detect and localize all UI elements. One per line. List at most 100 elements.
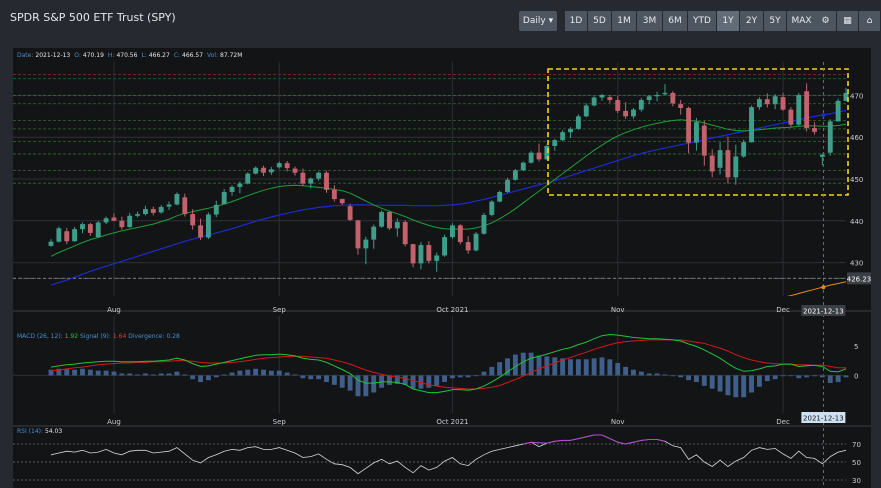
- candle-body: [182, 197, 188, 215]
- settings-button[interactable]: ⚙: [815, 11, 836, 31]
- range-6m-button[interactable]: 6M: [663, 11, 687, 31]
- candle: [331, 185, 337, 202]
- candle-body: [631, 109, 636, 117]
- macd-histogram-bar: [394, 375, 400, 384]
- candle: [607, 95, 613, 103]
- candle-body: [190, 214, 196, 226]
- range-3m-button[interactable]: 3M: [637, 11, 662, 31]
- range-5d-button[interactable]: 5D: [588, 11, 611, 31]
- candle-body: [733, 156, 739, 178]
- macd-histogram-bar: [536, 355, 542, 376]
- chart-area[interactable]: 430 440 450 460 470 426.23 Aug Sep Oct 2021 Nov De…: [13, 48, 871, 488]
- x-tick-label: Oct 2021: [436, 306, 468, 314]
- price-tick-label: 440: [850, 218, 863, 226]
- candle: [205, 212, 211, 240]
- candle: [95, 220, 101, 238]
- candle-body: [552, 140, 558, 146]
- macd-histogram-bar: [843, 375, 849, 378]
- macd-histogram-bar: [339, 375, 345, 388]
- candle-body: [505, 179, 510, 192]
- candle: [394, 218, 400, 237]
- macd-histogram-bar: [694, 375, 699, 383]
- range-2y-button[interactable]: 2Y: [740, 11, 763, 31]
- macd-histogram-bar: [741, 375, 747, 398]
- macd-histogram-bar: [670, 375, 676, 377]
- candle-body: [638, 100, 644, 110]
- legend-label: O:: [74, 52, 81, 59]
- range-1m-button[interactable]: 1M: [612, 11, 636, 31]
- candle-body: [780, 97, 786, 110]
- rsi-tick-label: 70: [852, 441, 861, 449]
- candle: [182, 193, 188, 217]
- candle: [536, 143, 542, 162]
- macd-histogram-bar: [198, 375, 203, 383]
- candle: [150, 206, 156, 216]
- macd-histogram-bar: [812, 375, 817, 377]
- macd-histogram-bar: [205, 375, 211, 381]
- interval-dropdown[interactable]: Daily ▾: [519, 11, 557, 31]
- macd-histogram-bar: [300, 375, 306, 379]
- legend-label: Vol:: [207, 52, 218, 59]
- candle-body: [143, 209, 148, 215]
- macd-histogram-bar: [253, 368, 259, 376]
- macd-histogram-bar: [560, 358, 566, 376]
- candle-body: [253, 167, 259, 174]
- macd-histogram-bar: [568, 359, 573, 376]
- macd-legend-item: MACD (26, 12):: [17, 333, 63, 340]
- candle-body: [623, 110, 629, 117]
- legend-label: L:: [141, 52, 146, 59]
- macd-histogram-bar: [95, 370, 101, 376]
- candle: [324, 170, 329, 193]
- macd-histogram-bar: [371, 375, 377, 393]
- range-ytd-button[interactable]: YTD: [688, 11, 716, 31]
- range-max-button[interactable]: MAX: [787, 11, 816, 31]
- price-tick-label: 430: [850, 260, 863, 268]
- candle: [402, 220, 408, 247]
- macd-histogram-bar: [804, 375, 810, 378]
- macd-histogram-bar: [261, 369, 266, 376]
- legend-label: H:: [108, 52, 115, 59]
- candle-body: [812, 128, 817, 132]
- macd-histogram-bar: [166, 373, 172, 376]
- macd-histogram-bar: [229, 372, 235, 376]
- candle-body: [64, 231, 70, 242]
- stock-chart[interactable]: 430 440 450 460 470 426.23 Aug Sep Oct 2021 Nov De…: [13, 48, 871, 488]
- candle-body: [756, 99, 762, 108]
- candle-body: [725, 150, 731, 178]
- candle: [363, 236, 369, 265]
- macd-histogram-bar: [552, 357, 558, 376]
- macd-x-tick-label: Dec: [776, 418, 790, 426]
- macd-histogram-bar: [481, 371, 487, 376]
- candle-body: [174, 194, 180, 205]
- calculator-button[interactable]: ▦: [837, 11, 858, 31]
- macd-histogram-bar: [701, 375, 707, 386]
- candle: [780, 92, 786, 111]
- legend-value: 2021-12-13: [35, 52, 70, 59]
- candle: [827, 119, 833, 156]
- candle: [623, 102, 629, 119]
- candle-body: [331, 189, 337, 200]
- candle-body: [568, 128, 573, 133]
- candle: [646, 95, 652, 105]
- range-5y-button[interactable]: 5Y: [764, 11, 786, 31]
- macd-histogram-bar: [135, 374, 141, 376]
- macd-histogram-bar: [119, 373, 125, 376]
- range-1y-button[interactable]: 1Y: [717, 11, 739, 31]
- macd-x-tick-label: Aug: [107, 418, 121, 426]
- macd-histogram-bar: [182, 374, 188, 376]
- candle: [261, 165, 266, 177]
- candle-body: [670, 92, 676, 104]
- candle-body: [599, 95, 605, 98]
- candle-body: [591, 97, 597, 106]
- candle: [819, 153, 825, 166]
- macd-histogram-bar: [575, 359, 581, 376]
- macd-histogram-bar: [363, 375, 369, 397]
- range-1d-button[interactable]: 1D: [565, 11, 587, 31]
- candle: [442, 234, 448, 257]
- candle: [119, 216, 125, 230]
- candle-body: [418, 245, 424, 264]
- legend-value: 466.57: [182, 52, 203, 59]
- candle-body: [371, 226, 377, 240]
- bank-button[interactable]: ⌂: [859, 11, 880, 31]
- candle-body: [127, 215, 133, 228]
